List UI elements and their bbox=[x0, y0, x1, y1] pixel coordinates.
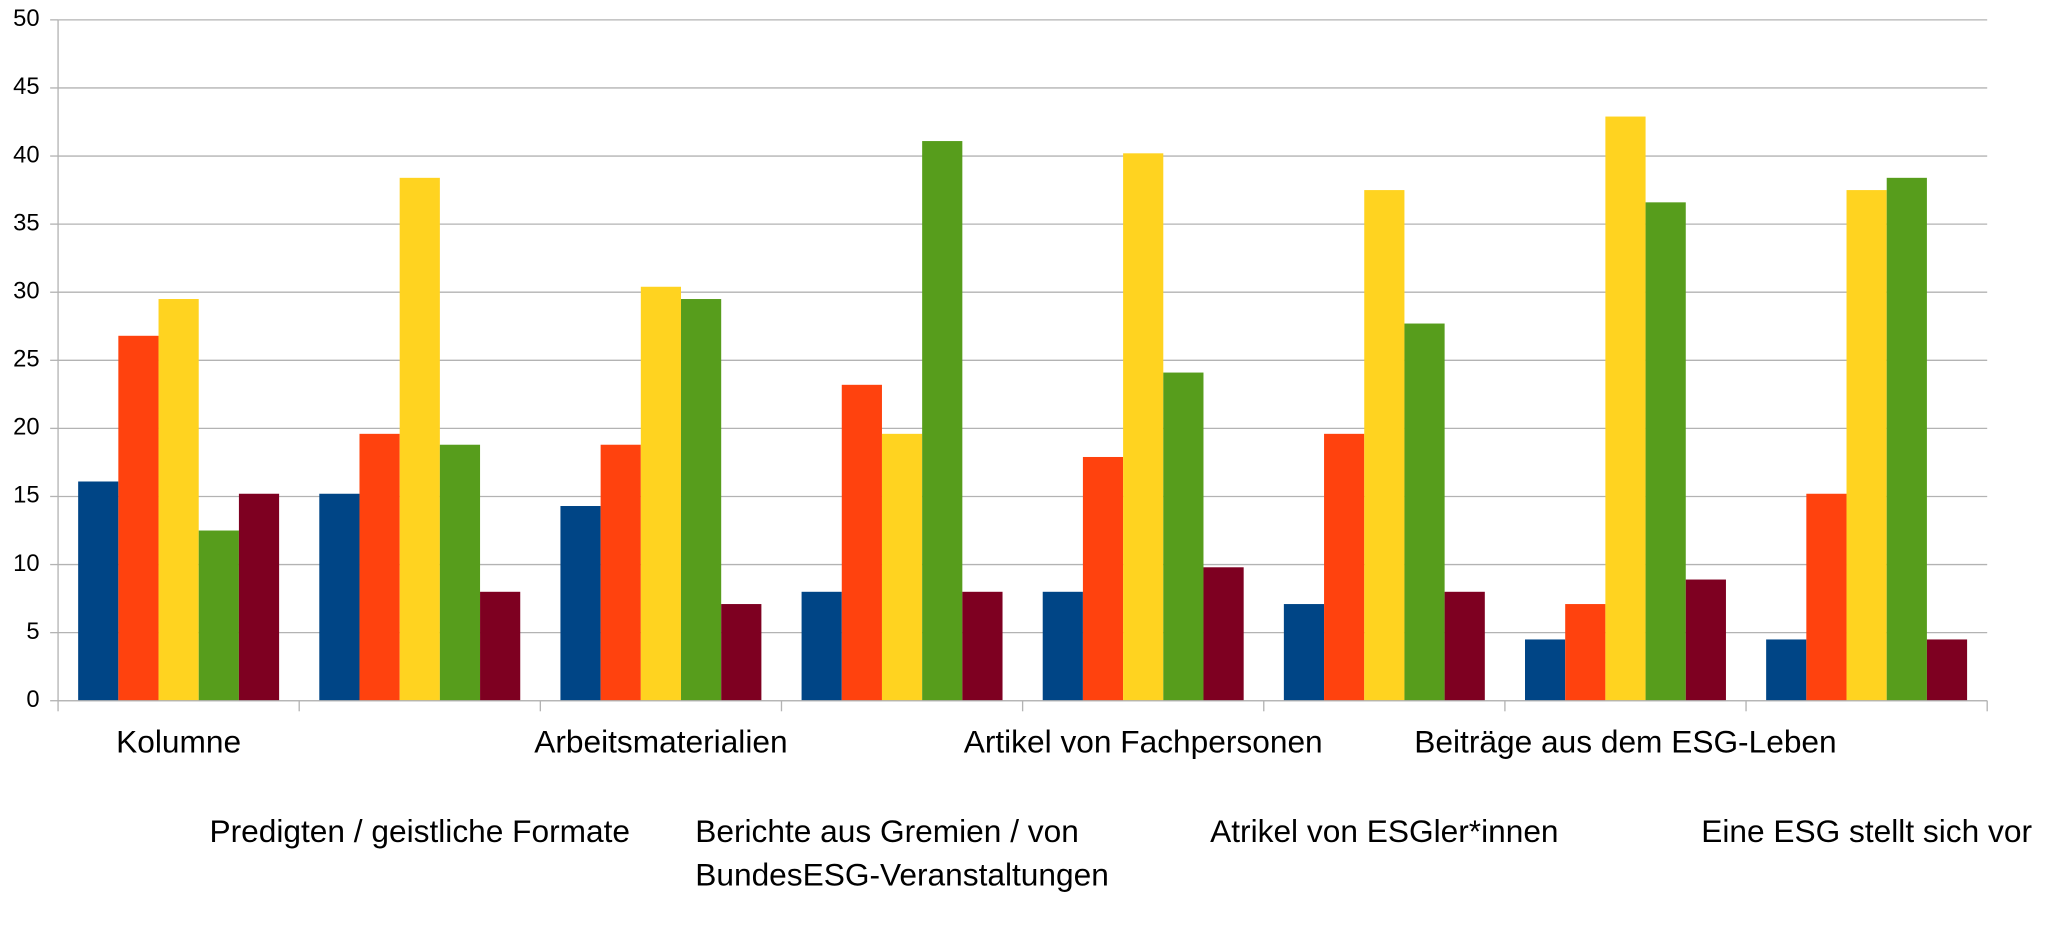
bar bbox=[640, 286, 682, 701]
bar bbox=[681, 299, 722, 701]
y-tick-label: 25 bbox=[13, 346, 39, 373]
x-tick-label: Artikel von Fachpersonen bbox=[964, 724, 1323, 760]
bar bbox=[198, 530, 239, 701]
bar bbox=[801, 591, 842, 701]
y-tick-label: 40 bbox=[13, 141, 39, 168]
bar bbox=[1404, 323, 1445, 701]
bar bbox=[1605, 116, 1646, 701]
bar bbox=[1082, 456, 1124, 701]
y-tick-label: 15 bbox=[13, 482, 39, 509]
bar bbox=[1645, 202, 1686, 701]
bar bbox=[1886, 177, 1927, 701]
bar bbox=[359, 433, 400, 701]
bar bbox=[600, 444, 641, 701]
bar bbox=[1042, 591, 1083, 701]
y-tick-label: 0 bbox=[26, 686, 39, 713]
bar bbox=[1163, 372, 1204, 701]
bar bbox=[1123, 153, 1164, 701]
bar bbox=[1364, 190, 1405, 701]
x-tick-label: Kolumne bbox=[116, 724, 241, 760]
bar bbox=[1324, 433, 1365, 701]
bar bbox=[1525, 639, 1566, 701]
bar bbox=[480, 591, 521, 701]
bar bbox=[1806, 493, 1847, 701]
x-tick-label: Berichte aus Gremien / von BundesESG-Vera… bbox=[695, 813, 1109, 893]
bar bbox=[1283, 604, 1325, 701]
bar bbox=[158, 299, 199, 701]
bar bbox=[962, 591, 1003, 701]
bar bbox=[841, 384, 882, 701]
y-tick-label: 5 bbox=[26, 618, 39, 645]
x-tick-label: Arbeitsmaterialien bbox=[534, 724, 787, 760]
bar bbox=[1203, 567, 1244, 701]
bar bbox=[560, 506, 601, 701]
y-tick-label: 10 bbox=[13, 550, 39, 577]
x-tick-label: Eine ESG stellt sich vor bbox=[1701, 813, 2032, 849]
x-tick-label: Beiträge aus dem ESG-Leben bbox=[1414, 724, 1836, 760]
bar bbox=[1565, 604, 1606, 701]
bar bbox=[922, 141, 963, 701]
x-tick-label: Atrikel von ESGler*innen bbox=[1210, 813, 1558, 849]
x-tick-label: Predigten / geistliche Formate bbox=[210, 813, 631, 849]
bar bbox=[1926, 639, 1968, 701]
bar bbox=[319, 493, 360, 701]
bar bbox=[238, 493, 280, 701]
bar bbox=[78, 481, 119, 701]
bar bbox=[1444, 591, 1485, 701]
y-tick-label: 50 bbox=[13, 5, 39, 32]
y-tick-label: 30 bbox=[13, 277, 39, 304]
bar bbox=[721, 604, 762, 701]
bar bbox=[399, 177, 440, 701]
bar bbox=[1846, 190, 1887, 701]
y-tick-label: 20 bbox=[13, 414, 39, 441]
bar bbox=[1766, 639, 1807, 701]
bar bbox=[439, 444, 481, 701]
y-tick-label: 45 bbox=[13, 73, 39, 100]
bar bbox=[118, 335, 159, 701]
bar bbox=[881, 433, 923, 701]
y-tick-label: 35 bbox=[13, 209, 39, 236]
bar bbox=[1685, 579, 1726, 701]
